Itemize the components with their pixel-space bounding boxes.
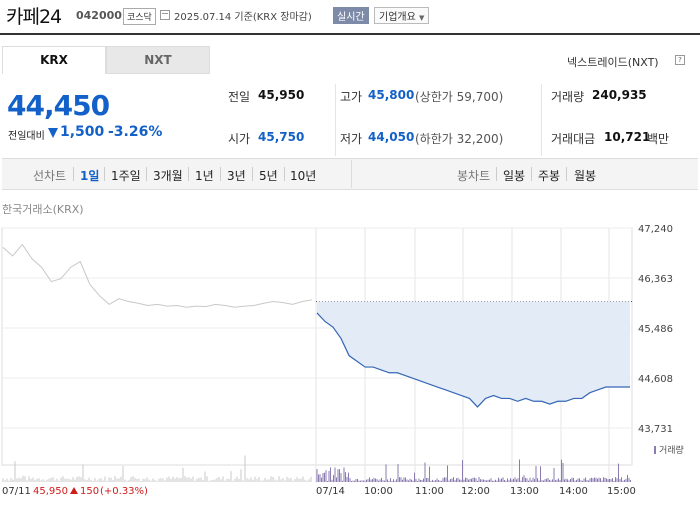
period-3y[interactable]: 3년	[227, 169, 246, 183]
prev-day-close: 45,950	[33, 486, 68, 497]
y-tick-label: 44,608	[638, 374, 673, 385]
price-chart[interactable]: 47,240 46,363 45,486 44,608 43,731	[0, 210, 700, 485]
period-bar-divider	[351, 160, 352, 188]
low-label: 저가	[340, 132, 363, 146]
period-1w[interactable]: 1주일	[111, 169, 141, 183]
separator	[220, 167, 221, 181]
open-label: 시가	[228, 132, 251, 146]
prev-close-label: 전일	[228, 90, 251, 104]
candle-daily[interactable]: 일봉	[503, 169, 526, 183]
y-tick-label: 47,240	[638, 224, 673, 235]
x-tick-label: 15:00	[607, 486, 636, 497]
high-value: 45,800	[368, 88, 415, 102]
candle-monthly[interactable]: 월봉	[574, 169, 597, 183]
volume-value: 240,935	[592, 88, 647, 102]
down-arrow-icon	[48, 128, 58, 138]
y-tick-label: 43,731	[638, 424, 673, 435]
market-badge: 코스닥	[123, 8, 156, 25]
chart-period-bar	[2, 158, 698, 190]
x-tick-label: 13:00	[510, 486, 539, 497]
amount-unit: 백만	[647, 132, 670, 146]
stats-divider	[335, 84, 336, 156]
separator	[73, 167, 74, 181]
separator	[252, 167, 253, 181]
amount-label: 거래대금	[551, 132, 596, 146]
corp-info-label: 기업개요	[379, 12, 416, 23]
low-value: 44,050	[368, 130, 415, 144]
volume-legend: 거래량	[654, 443, 684, 456]
tab-nxt[interactable]: NXT	[106, 46, 210, 74]
separator	[188, 167, 189, 181]
period-5y[interactable]: 5년	[259, 169, 278, 183]
prev-close-value: 45,950	[258, 88, 305, 102]
separator	[531, 167, 532, 181]
separator	[104, 167, 105, 181]
amount-value: 10,721	[604, 130, 651, 144]
tab-krx[interactable]: KRX	[2, 46, 106, 74]
chart-source: 한국거래소(KRX)	[2, 203, 84, 216]
x-tick-label: 14:00	[559, 486, 588, 497]
separator	[566, 167, 567, 181]
period-1d[interactable]: 1일	[80, 169, 100, 183]
x-tick-label: 10:00	[364, 486, 393, 497]
separator	[496, 167, 497, 181]
candle-chart-label: 봉차트	[457, 169, 491, 183]
calendar-icon	[160, 10, 170, 20]
upper-limit: (상한가 59,700)	[415, 90, 504, 104]
prev-day-line	[2, 243, 313, 308]
prev-day-change: 150	[80, 486, 100, 497]
realtime-button[interactable]: 실시간	[333, 7, 369, 24]
line-chart-label: 선차트	[33, 169, 67, 183]
x-tick-label: 11:00	[415, 486, 444, 497]
candle-weekly[interactable]: 주봉	[538, 169, 561, 183]
nxt-link[interactable]: 넥스트레이드(NXT)	[567, 56, 659, 69]
change-value: 1,500	[60, 124, 105, 140]
today-fill-area	[317, 301, 630, 407]
volume-label: 거래량	[551, 90, 585, 104]
x-tick-label: 07/14	[316, 486, 345, 497]
y-tick-label: 45,486	[638, 324, 673, 335]
period-1y[interactable]: 1년	[195, 169, 214, 183]
lower-limit: (하한가 32,200)	[415, 132, 504, 146]
high-label: 고가	[340, 90, 363, 104]
prev-day-pct: (+0.33%)	[100, 486, 148, 497]
change-percent: -3.26%	[108, 124, 163, 140]
period-3m[interactable]: 3개월	[153, 169, 183, 183]
open-value: 45,750	[258, 130, 305, 144]
x-tick-label: 12:00	[461, 486, 490, 497]
stock-code: 042000	[76, 9, 122, 22]
chevron-down-icon: ▼	[419, 14, 425, 22]
header-divider	[0, 33, 700, 35]
stats-divider	[541, 84, 542, 156]
up-arrow-icon	[70, 487, 78, 494]
y-tick-label: 46,363	[638, 274, 673, 285]
prev-day-date: 07/11	[2, 486, 31, 497]
stock-name: 카페24	[6, 6, 62, 28]
corp-info-dropdown[interactable]: 기업개요 ▼	[374, 7, 430, 24]
period-10y[interactable]: 10년	[290, 169, 317, 183]
help-icon[interactable]: ?	[675, 55, 685, 65]
date-text: 2025.07.14 기준(KRX 장마감)	[174, 12, 312, 23]
change-label: 전일대비	[8, 131, 45, 142]
current-price: 44,450	[7, 89, 110, 122]
today-price-line	[316, 312, 630, 408]
separator	[284, 167, 285, 181]
separator	[146, 167, 147, 181]
